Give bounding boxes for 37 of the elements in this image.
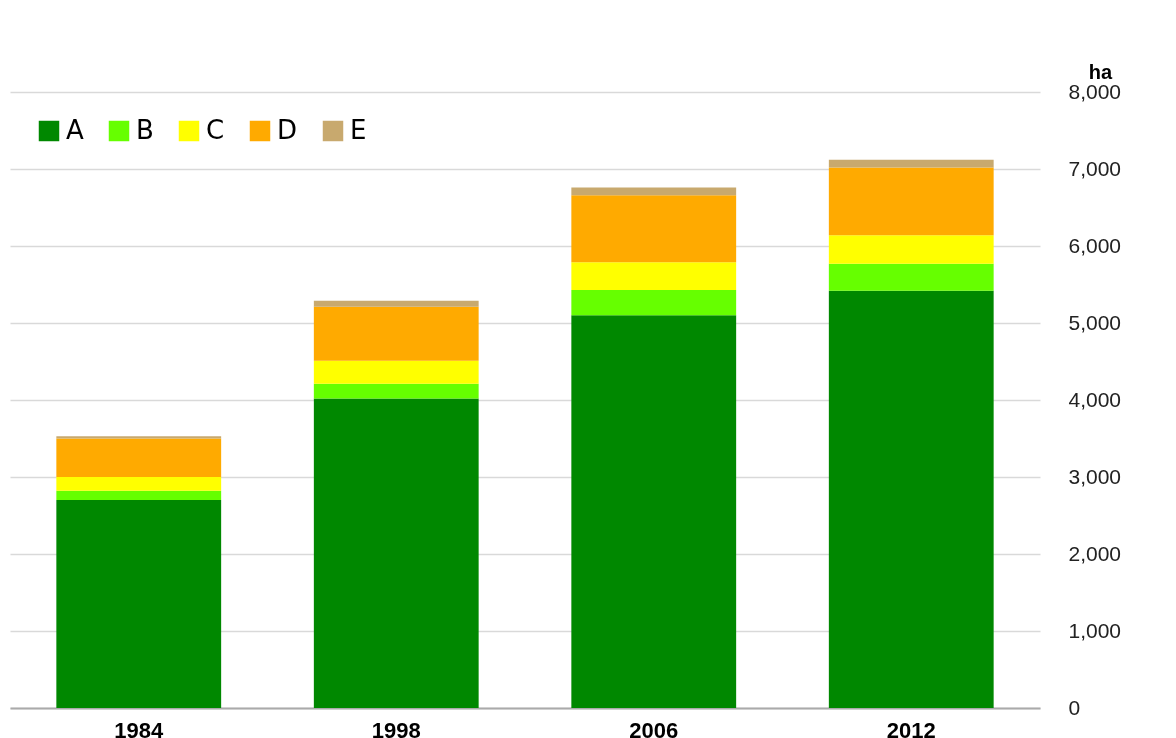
legend-label: C <box>206 115 225 145</box>
y-tick-label: 5,000 <box>1068 310 1122 334</box>
bar <box>56 477 222 491</box>
x-tick-label: 1998 <box>371 717 421 738</box>
bar <box>828 167 994 236</box>
bar <box>571 262 737 290</box>
y-tick-label: 0 <box>1068 695 1081 719</box>
y-tick-label: 2,000 <box>1068 541 1122 565</box>
bar <box>571 289 737 316</box>
y-tick-label: 3,000 <box>1068 464 1122 488</box>
legend-label: D <box>277 115 298 145</box>
bar <box>828 290 994 708</box>
y-tick-label: 4,000 <box>1068 387 1122 411</box>
y-tick-label: 1,000 <box>1068 618 1122 642</box>
bar <box>313 300 479 307</box>
bar <box>56 436 222 439</box>
bar <box>56 438 222 477</box>
legend-label: A <box>66 115 84 145</box>
bar <box>828 235 994 264</box>
y-tick-label: 7,000 <box>1068 156 1122 180</box>
x-tick-label: 2006 <box>629 717 679 738</box>
bar <box>313 360 479 384</box>
legend-label: E <box>350 115 367 145</box>
bar <box>571 315 737 708</box>
bar <box>828 159 994 168</box>
bar <box>56 490 222 501</box>
bar <box>313 383 479 399</box>
bar <box>571 187 737 196</box>
bar <box>571 195 737 263</box>
bar <box>313 398 479 708</box>
bar <box>56 500 222 708</box>
legend-label: B <box>136 115 154 145</box>
x-tick-label: 1984 <box>114 717 164 738</box>
bar <box>828 263 994 291</box>
y-tick-label: 6,000 <box>1068 233 1122 257</box>
x-tick-label: 2012 <box>886 717 936 738</box>
bar <box>313 306 479 361</box>
